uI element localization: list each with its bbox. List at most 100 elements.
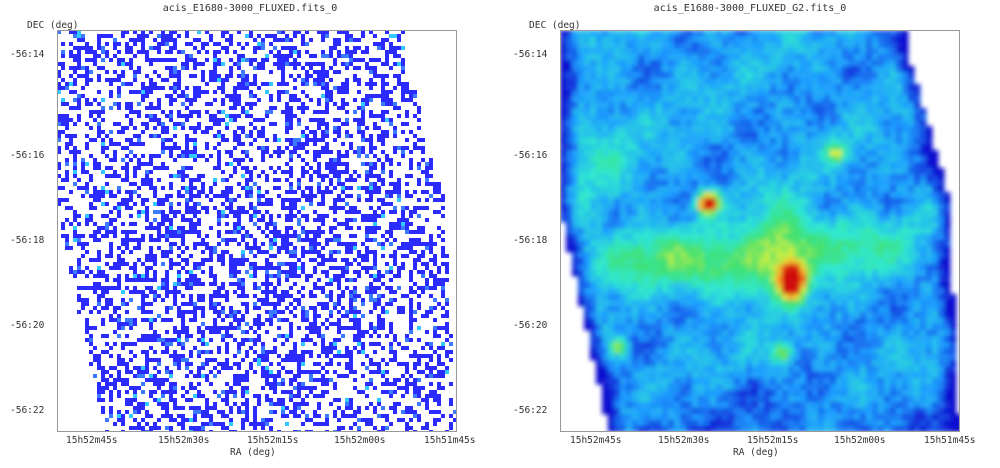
left-pixel — [109, 394, 113, 398]
right-pixel — [614, 78, 621, 85]
left-pixel — [373, 154, 377, 158]
left-pixel — [181, 294, 185, 298]
left-pixel — [229, 114, 233, 118]
left-pixel — [401, 98, 405, 102]
left-pixel — [193, 318, 197, 322]
left-pixel — [89, 334, 93, 338]
left-pixel — [61, 86, 65, 90]
left-pixel — [233, 258, 237, 262]
left-pixel — [393, 258, 397, 262]
left-pixel — [381, 254, 385, 258]
left-pixel — [109, 298, 113, 302]
left-pixel — [249, 94, 253, 98]
left-pixel — [353, 306, 357, 310]
left-pixel — [93, 62, 97, 66]
right-pixel — [728, 126, 735, 133]
left-pixel — [265, 114, 269, 118]
left-pixel — [257, 118, 261, 122]
left-pixel — [405, 174, 409, 178]
left-pixel — [265, 198, 269, 202]
left-pixel — [61, 114, 65, 118]
left-pixel — [365, 230, 369, 234]
left-pixel — [413, 282, 417, 286]
left-pixel — [249, 158, 253, 162]
left-pixel — [189, 58, 193, 62]
right-pixel — [620, 96, 627, 103]
left-pixel — [301, 410, 305, 414]
left-pixel — [389, 350, 393, 354]
left-pixel — [421, 286, 425, 290]
left-pixel — [413, 102, 417, 106]
right-pixel — [824, 96, 831, 103]
left-pixel — [189, 310, 193, 314]
left-pixel — [161, 394, 165, 398]
right-pixel — [872, 96, 879, 103]
left-pixel — [417, 338, 421, 342]
left-pixel — [101, 294, 105, 298]
left-pixel — [197, 426, 201, 430]
left-pixel — [301, 106, 305, 110]
right-pixel — [620, 120, 627, 127]
right-pixel — [848, 108, 855, 115]
right-pixel — [638, 108, 645, 115]
left-pixel — [361, 254, 365, 258]
right-pixel — [596, 36, 603, 43]
left-pixel — [389, 50, 393, 54]
left-pixel — [217, 58, 221, 62]
right-pixel — [752, 84, 759, 91]
left-pixel — [357, 150, 361, 154]
left-pixel — [241, 158, 245, 162]
left-pixel — [301, 266, 305, 270]
left-pixel — [105, 230, 109, 234]
left-pixel — [113, 306, 117, 310]
left-pixel — [89, 46, 93, 50]
left-pixel — [297, 98, 301, 102]
left-pixel — [265, 278, 269, 282]
right-pixel — [854, 30, 861, 37]
left-pixel — [89, 126, 93, 130]
left-pixel — [169, 150, 173, 154]
left-pixel — [161, 378, 165, 382]
left-pixel — [253, 214, 257, 218]
left-pixel — [149, 62, 153, 66]
left-pixel — [317, 182, 321, 186]
left-pixel — [161, 254, 165, 258]
right-pixel — [836, 48, 843, 55]
left-pixel — [173, 46, 177, 50]
left-pixel — [413, 210, 417, 214]
left-pixel — [249, 102, 253, 106]
left-pixel — [265, 422, 269, 426]
left-pixel — [245, 270, 249, 274]
left-pixel — [317, 302, 321, 306]
left-pixel — [277, 310, 281, 314]
left-pixel — [425, 170, 429, 174]
left-pixel — [185, 34, 189, 38]
left-pixel — [265, 174, 269, 178]
right-pixel — [584, 108, 591, 115]
left-pixel — [273, 346, 277, 350]
left-pixel — [369, 370, 373, 374]
left-pixel — [293, 202, 297, 206]
left-pixel — [377, 134, 381, 138]
left-pixel — [301, 214, 305, 218]
left-pixel — [249, 246, 253, 250]
left-pixel — [181, 126, 185, 130]
right-pixel — [848, 30, 855, 37]
left-pixel — [181, 122, 185, 126]
left-pixel — [169, 30, 173, 34]
left-pixel — [57, 62, 61, 66]
left-pixel — [169, 146, 173, 150]
right-pixel — [758, 36, 765, 43]
left-pixel — [321, 54, 325, 58]
left-pixel — [81, 46, 85, 50]
left-pixel — [285, 130, 289, 134]
left-pixel — [257, 286, 261, 290]
left-pixel — [257, 130, 261, 134]
left-pixel — [289, 398, 293, 402]
left-pixel — [65, 170, 69, 174]
left-pixel — [401, 242, 405, 246]
left-pixel — [281, 82, 285, 86]
left-pixel — [277, 50, 281, 54]
left-pixel — [409, 130, 413, 134]
right-pixel — [728, 48, 735, 55]
